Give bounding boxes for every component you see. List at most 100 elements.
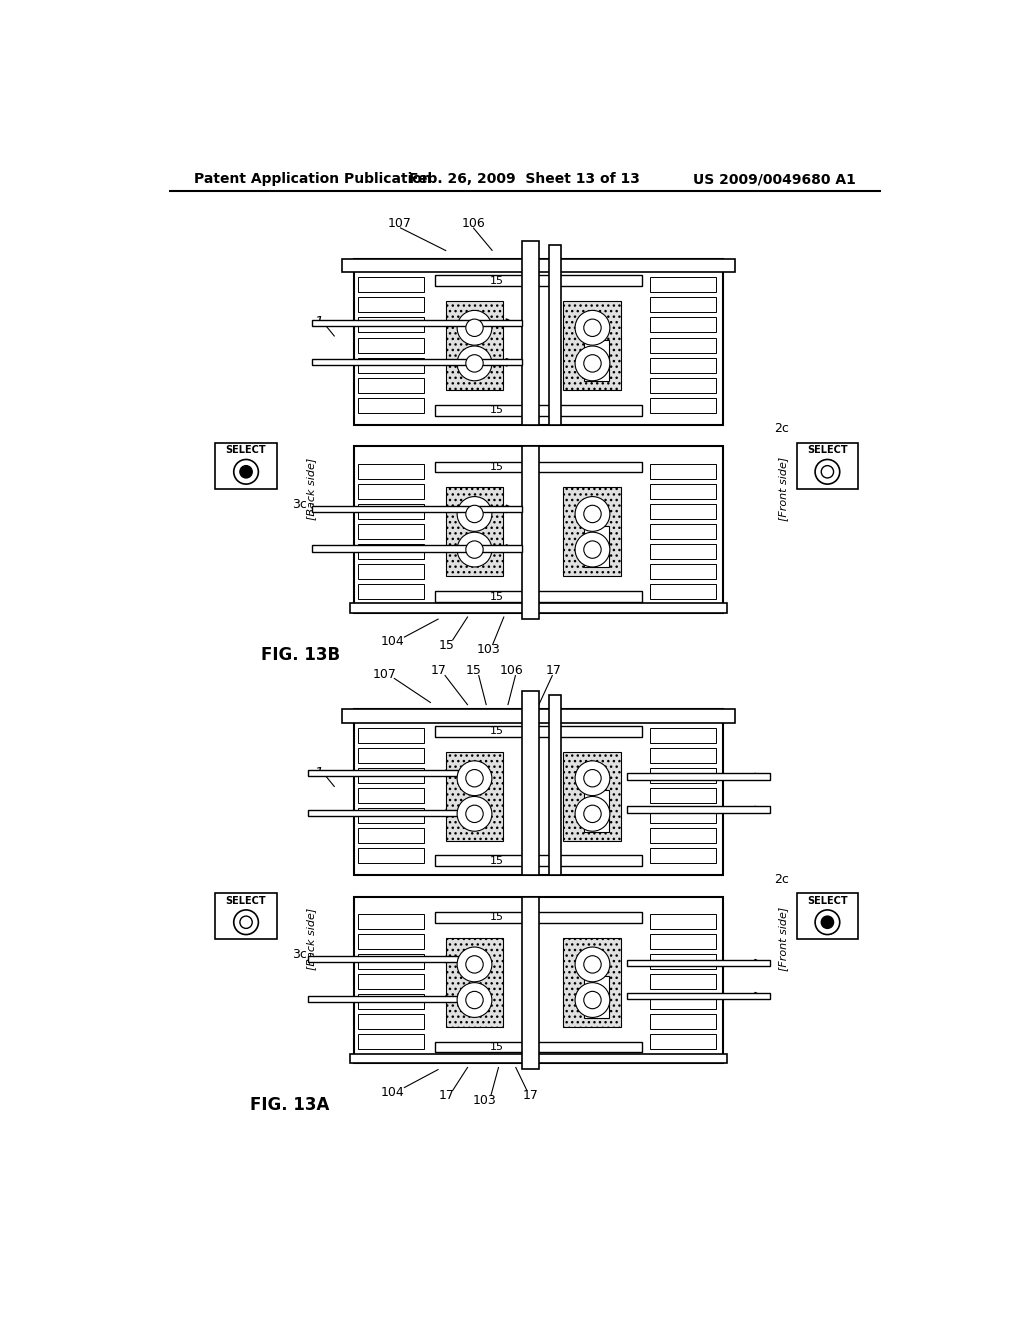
- Circle shape: [466, 956, 483, 973]
- Text: 103: 103: [477, 643, 501, 656]
- Bar: [357, 358, 424, 372]
- Circle shape: [526, 762, 536, 771]
- Bar: [650, 318, 716, 333]
- Bar: [797, 442, 858, 488]
- Text: 104: 104: [381, 1086, 404, 1100]
- Bar: [627, 960, 770, 966]
- Circle shape: [584, 770, 601, 787]
- Bar: [311, 319, 522, 326]
- Text: SELECT: SELECT: [225, 896, 266, 906]
- Circle shape: [466, 805, 483, 822]
- Bar: [585, 339, 609, 381]
- Bar: [627, 774, 770, 780]
- Circle shape: [584, 319, 601, 337]
- Circle shape: [466, 770, 483, 787]
- Bar: [357, 397, 424, 413]
- Bar: [357, 994, 424, 1010]
- Text: 17: 17: [546, 664, 562, 677]
- Circle shape: [240, 916, 252, 928]
- Bar: [435, 1041, 642, 1052]
- Bar: [357, 847, 424, 863]
- Bar: [435, 591, 642, 602]
- Text: 15: 15: [490, 855, 504, 866]
- Bar: [357, 463, 424, 479]
- Circle shape: [457, 496, 492, 532]
- Text: 15: 15: [490, 591, 504, 602]
- Bar: [650, 935, 716, 949]
- Text: 15: 15: [490, 726, 504, 737]
- Bar: [435, 726, 642, 737]
- Bar: [357, 583, 424, 599]
- Bar: [357, 1034, 424, 1049]
- Bar: [563, 751, 622, 841]
- Text: 3c: 3c: [293, 498, 307, 511]
- Text: US 2009/0049680 A1: US 2009/0049680 A1: [693, 172, 856, 186]
- Bar: [650, 583, 716, 599]
- Text: 15: 15: [490, 1041, 504, 1052]
- Bar: [585, 977, 609, 1018]
- Bar: [357, 378, 424, 392]
- Bar: [522, 446, 539, 619]
- Circle shape: [584, 355, 601, 372]
- Text: 2c: 2c: [774, 873, 788, 886]
- Circle shape: [575, 982, 610, 1018]
- Bar: [650, 727, 716, 743]
- Bar: [650, 1014, 716, 1030]
- Bar: [311, 545, 522, 552]
- Bar: [307, 770, 459, 776]
- Text: SELECT: SELECT: [225, 445, 266, 455]
- Bar: [650, 358, 716, 372]
- Text: 15: 15: [490, 462, 504, 473]
- Circle shape: [575, 760, 610, 796]
- Bar: [627, 993, 770, 999]
- Circle shape: [575, 946, 610, 982]
- Bar: [357, 524, 424, 539]
- Circle shape: [584, 956, 601, 973]
- Text: 106: 106: [500, 664, 523, 677]
- Circle shape: [457, 310, 492, 345]
- Circle shape: [526, 792, 536, 801]
- Bar: [650, 378, 716, 392]
- Bar: [357, 338, 424, 352]
- Bar: [357, 297, 424, 313]
- Bar: [357, 748, 424, 763]
- Bar: [307, 809, 459, 816]
- Bar: [650, 504, 716, 519]
- Bar: [357, 544, 424, 558]
- Bar: [215, 894, 276, 940]
- Bar: [357, 504, 424, 519]
- Bar: [650, 847, 716, 863]
- Circle shape: [240, 466, 252, 478]
- Bar: [563, 937, 622, 1027]
- Bar: [650, 768, 716, 783]
- Circle shape: [575, 496, 610, 532]
- Bar: [357, 564, 424, 578]
- Bar: [445, 301, 504, 391]
- Bar: [350, 1053, 727, 1063]
- Text: 1: 1: [314, 315, 324, 329]
- Bar: [549, 244, 560, 425]
- Bar: [650, 483, 716, 499]
- Circle shape: [526, 527, 536, 536]
- Text: 107: 107: [388, 218, 412, 231]
- Bar: [357, 808, 424, 822]
- Text: [Front side]: [Front side]: [778, 907, 787, 972]
- Bar: [650, 954, 716, 969]
- Text: FIG. 13A: FIG. 13A: [250, 1097, 330, 1114]
- Bar: [650, 524, 716, 539]
- Text: 15: 15: [490, 276, 504, 286]
- Bar: [357, 954, 424, 969]
- Text: SELECT: SELECT: [807, 896, 848, 906]
- Bar: [357, 727, 424, 743]
- Bar: [650, 828, 716, 843]
- Text: I: I: [244, 467, 247, 477]
- Bar: [445, 751, 504, 841]
- Text: I: I: [826, 467, 828, 477]
- Circle shape: [457, 982, 492, 1018]
- Bar: [354, 896, 724, 1063]
- Text: [Front side]: [Front side]: [778, 457, 787, 521]
- Bar: [350, 603, 727, 612]
- Circle shape: [526, 498, 536, 507]
- Circle shape: [466, 355, 483, 372]
- Bar: [549, 696, 560, 875]
